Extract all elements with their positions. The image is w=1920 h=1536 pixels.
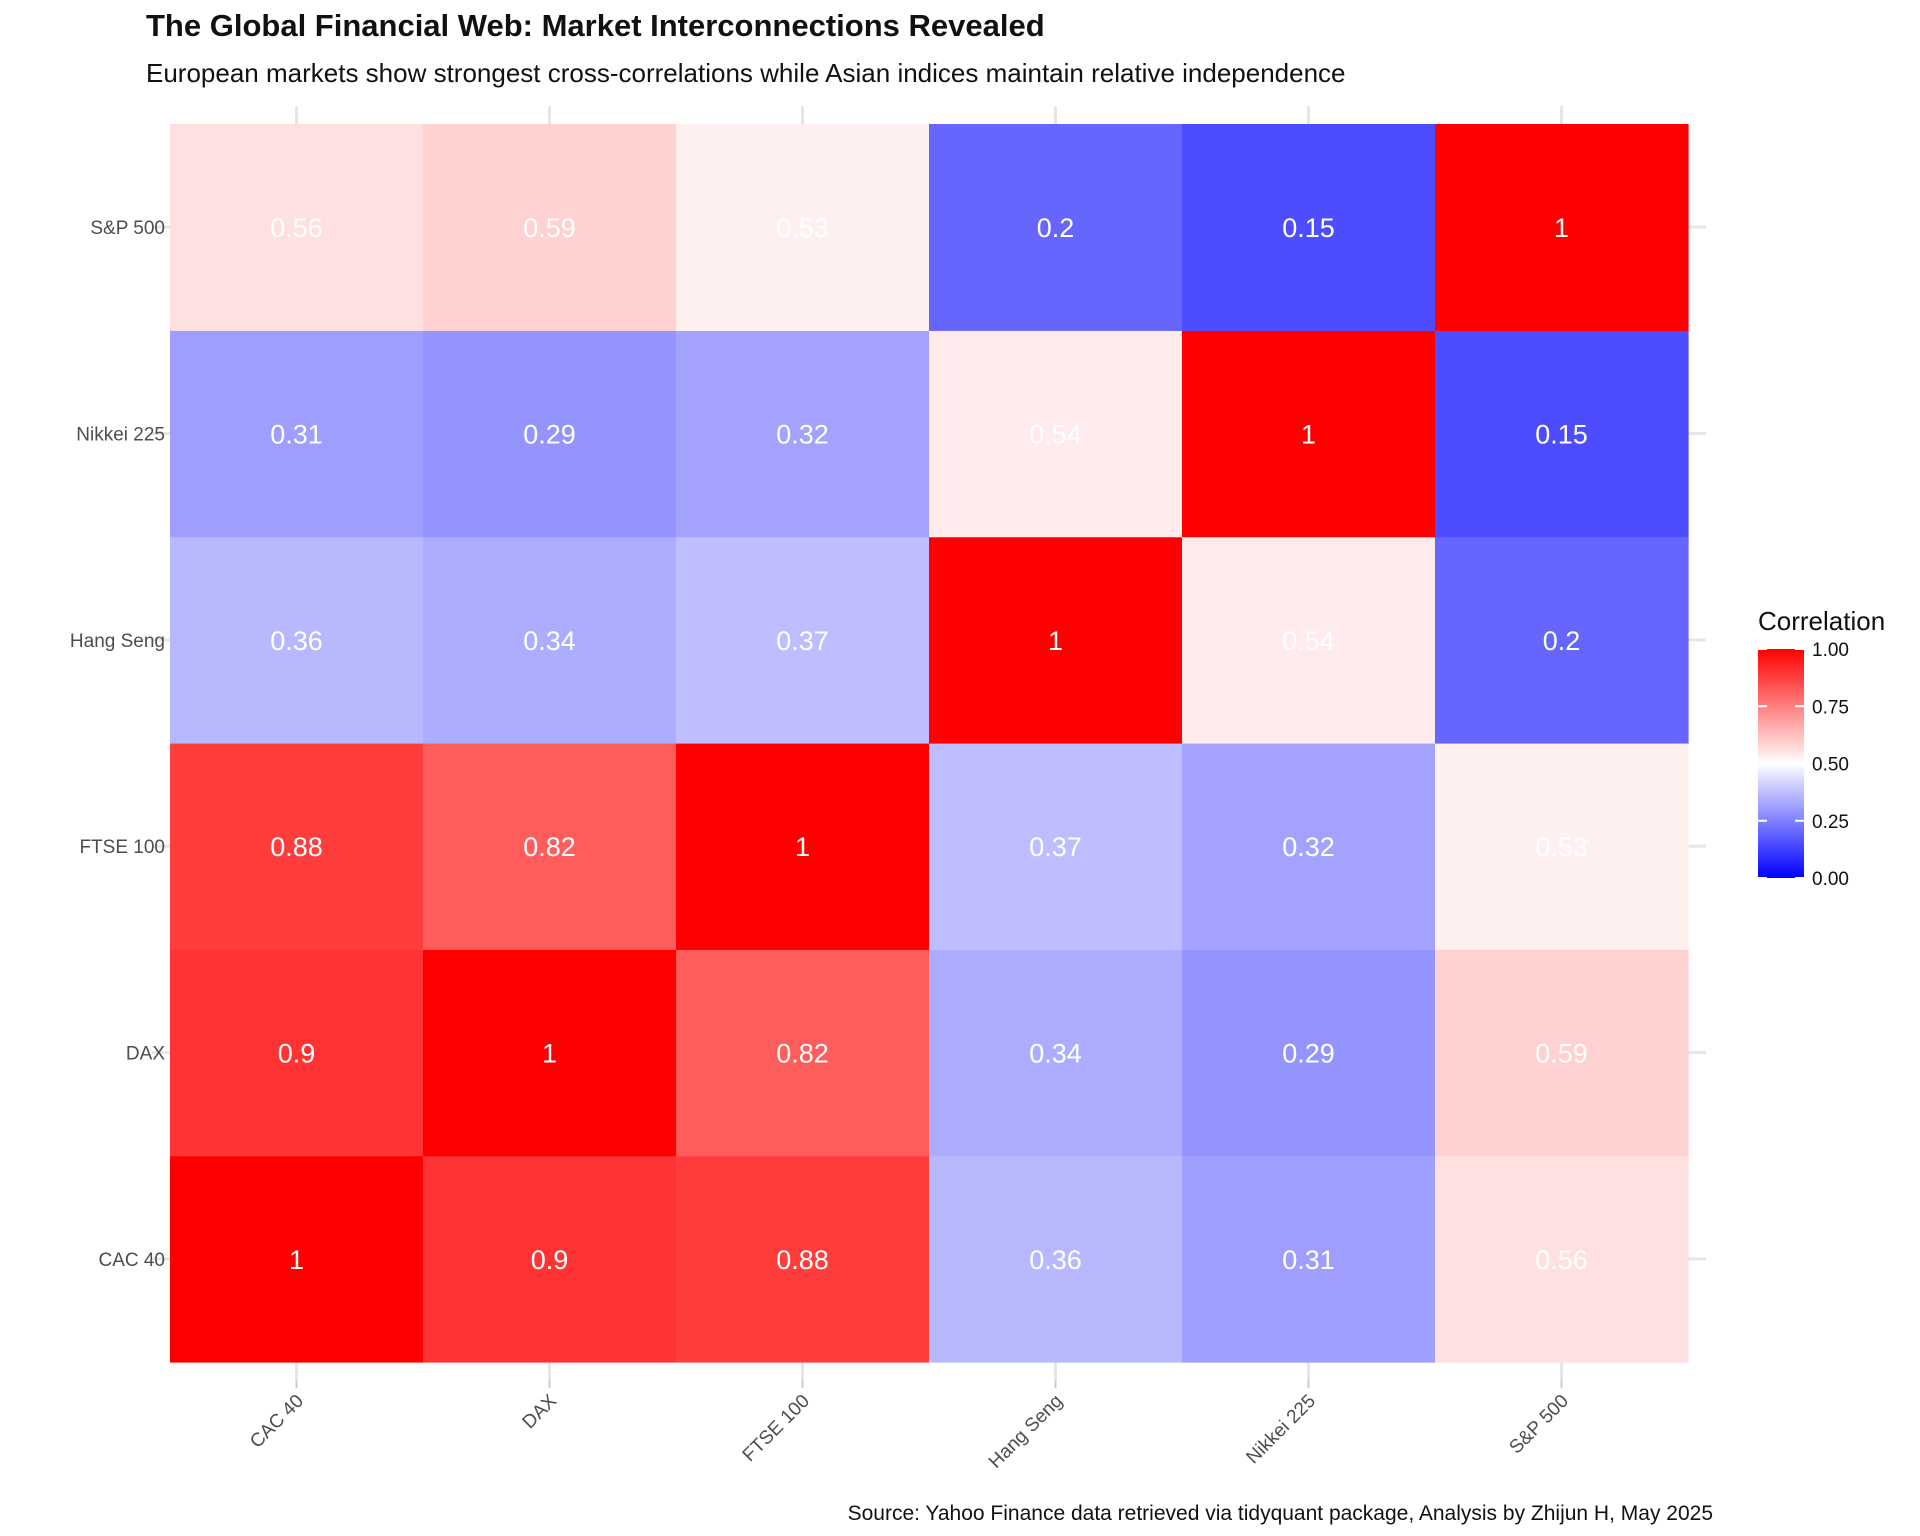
heatmap-cell-sandp-500-hang-seng (929, 124, 1183, 331)
heatmap-cell-dax-sandp-500 (1435, 949, 1689, 1157)
cell-value-label: 0.31 (1282, 1245, 1335, 1275)
cell-value-label: 0.31 (270, 420, 323, 450)
cell-value-label: 0.37 (776, 626, 829, 656)
cell-value-label: 1 (542, 1039, 557, 1069)
x-tick-label: DAX (519, 1390, 562, 1433)
cell-value-label: 1 (1048, 626, 1063, 656)
y-tick-label: Hang Seng (70, 631, 165, 652)
cell-value-label: 0.9 (278, 1039, 316, 1069)
y-tick-label: CAC 40 (98, 1250, 165, 1271)
heatmap-cell-sandp-500-nikkei-225 (1182, 124, 1436, 331)
heatmap-cell-hang-seng-nikkei-225 (1182, 536, 1436, 744)
heatmap-cell-ftse-100-sandp-500 (1435, 743, 1689, 950)
y-axis: CAC 40 DAX FTSE 100 Hang Seng Nikkei 225 S&P … (70, 218, 165, 1271)
legend-tick-label: 0.75 (1812, 697, 1849, 718)
cell-value-label: 0.2 (1543, 626, 1581, 656)
x-tick-label: CAC 40 (246, 1391, 308, 1453)
cell-value-label: 0.34 (1029, 1039, 1082, 1069)
heatmap-cell-ftse-100-cac-40 (170, 743, 424, 950)
heatmap-cell-cac-40-ftse-100 (676, 1155, 930, 1363)
heatmap-cell-dax-hang-seng (929, 949, 1183, 1157)
heatmap-cell-hang-seng-hang-seng (929, 536, 1183, 744)
color-legend: Correlation 0.00 0.25 0.50 0.75 1.00 (1758, 606, 1885, 890)
heatmap-cell-ftse-100-dax (423, 743, 677, 950)
cell-value-label: 0.32 (776, 420, 829, 450)
heatmap-cell-sandp-500-cac-40 (170, 124, 424, 331)
heatmap-cell-nikkei-225-ftse-100 (676, 330, 930, 538)
heatmap-cell-ftse-100-hang-seng (929, 743, 1183, 950)
legend-tick-label: 1.00 (1812, 640, 1849, 661)
cell-value-label: 1 (1301, 420, 1316, 450)
heatmap-cell-ftse-100-ftse-100 (676, 743, 930, 950)
heatmap-cell-cac-40-cac-40 (170, 1155, 424, 1363)
chart-subtitle: European markets show strongest cross-co… (146, 58, 1346, 88)
heatmap-cell-sandp-500-sandp-500 (1435, 124, 1689, 331)
cell-value-labels: 1 0.9 0.88 0.36 0.31 0.56 0.9 1 0.82 0.34 0.29 0.59… (270, 213, 1588, 1275)
cell-value-label: 0.34 (523, 626, 576, 656)
heatmap-cell-cac-40-dax (423, 1155, 677, 1363)
cell-value-label: 0.36 (1029, 1245, 1082, 1275)
cell-value-label: 0.29 (523, 420, 576, 450)
heatmap-cell-ftse-100-nikkei-225 (1182, 743, 1436, 950)
heatmap-cell-nikkei-225-nikkei-225 (1182, 330, 1436, 538)
heatmap-cells (170, 124, 1689, 1363)
cell-value-label: 0.54 (1282, 626, 1335, 656)
cell-value-label: 1 (795, 832, 810, 862)
cell-value-label: 0.59 (1535, 1039, 1588, 1069)
cell-value-label: 0.32 (1282, 832, 1335, 862)
heatmap-cell-dax-dax (423, 949, 677, 1157)
heatmap-cell-dax-cac-40 (170, 949, 424, 1157)
y-tick-label: DAX (126, 1044, 165, 1065)
cell-value-label: 0.56 (270, 213, 323, 243)
heatmap-cell-nikkei-225-hang-seng (929, 330, 1183, 538)
chart-caption: Source: Yahoo Finance data retrieved via… (847, 1502, 1713, 1525)
heatmap-cell-cac-40-hang-seng (929, 1155, 1183, 1363)
cell-value-label: 0.82 (523, 832, 576, 862)
cell-value-label: 0.53 (1535, 832, 1588, 862)
heatmap-cell-nikkei-225-sandp-500 (1435, 330, 1689, 538)
heatmap-cell-hang-seng-ftse-100 (676, 536, 930, 744)
cell-value-label: 0.15 (1535, 420, 1588, 450)
x-tick-label: S&P 500 (1505, 1391, 1573, 1459)
cell-value-label: 0.15 (1282, 213, 1335, 243)
legend-title: Correlation (1758, 606, 1885, 636)
cell-value-label: 0.82 (776, 1039, 829, 1069)
x-tick-label: Hang Seng (985, 1391, 1067, 1473)
chart-title: The Global Financial Web: Market Interco… (146, 8, 1045, 43)
heatmap-cell-hang-seng-dax (423, 536, 677, 744)
cell-value-label: 1 (1554, 213, 1569, 243)
x-axis: CAC 40 DAX FTSE 100 Hang Seng Nikkei 225 S&P … (246, 1380, 1573, 1473)
cell-value-label: 1 (289, 1245, 304, 1275)
heatmap-cell-nikkei-225-cac-40 (170, 330, 424, 538)
heatmap-cell-sandp-500-ftse-100 (676, 124, 930, 331)
legend-tick-label: 0.25 (1812, 812, 1849, 833)
cell-value-label: 0.36 (270, 626, 323, 656)
legend-tick-label: 0.00 (1812, 869, 1849, 890)
heatmap-cell-dax-nikkei-225 (1182, 949, 1436, 1157)
y-tick-label: Nikkei 225 (76, 425, 165, 446)
heatmap-cell-dax-ftse-100 (676, 949, 930, 1157)
cell-value-label: 0.53 (776, 213, 829, 243)
x-tick-label: FTSE 100 (739, 1391, 814, 1466)
legend-tick-label: 0.50 (1812, 755, 1849, 776)
cell-value-label: 0.59 (523, 213, 576, 243)
heatmap-cell-hang-seng-cac-40 (170, 536, 424, 744)
cell-value-label: 0.2 (1037, 213, 1075, 243)
cell-value-label: 0.54 (1029, 420, 1082, 450)
cell-value-label: 0.29 (1282, 1039, 1335, 1069)
cell-value-label: 0.37 (1029, 832, 1082, 862)
cell-value-label: 0.56 (1535, 1245, 1588, 1275)
cell-value-label: 0.9 (531, 1245, 569, 1275)
x-tick-label: Nikkei 225 (1242, 1391, 1320, 1469)
y-tick-label: FTSE 100 (79, 837, 165, 858)
heatmap-cell-cac-40-nikkei-225 (1182, 1155, 1436, 1363)
cell-value-label: 0.88 (270, 832, 323, 862)
cell-value-label: 0.88 (776, 1245, 829, 1275)
heatmap-cell-nikkei-225-dax (423, 330, 677, 538)
y-tick-label: S&P 500 (90, 218, 165, 239)
heatmap-cell-cac-40-sandp-500 (1435, 1155, 1689, 1363)
heatmap-cell-hang-seng-sandp-500 (1435, 536, 1689, 744)
heatmap-cell-sandp-500-dax (423, 124, 677, 331)
